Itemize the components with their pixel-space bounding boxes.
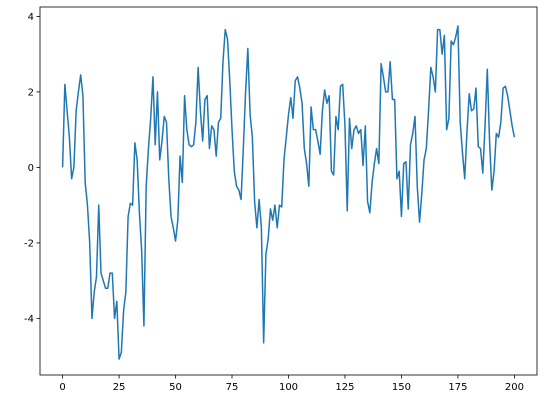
y-tick-label: -4 — [24, 314, 34, 325]
x-tick-label: 150 — [392, 382, 411, 393]
x-tick-label: 0 — [59, 382, 65, 393]
axes-frame — [39, 6, 538, 376]
y-tick-label: -2 — [24, 238, 34, 249]
x-tick-label: 100 — [279, 382, 298, 393]
line-series — [61, 25, 516, 360]
x-tick-label: 200 — [505, 382, 524, 393]
y-tick-label: 4 — [28, 12, 34, 23]
x-tick-label: 125 — [335, 382, 354, 393]
x-tick-label: 175 — [448, 382, 467, 393]
x-tick-label: 75 — [226, 382, 239, 393]
y-tick-label: 0 — [28, 163, 34, 174]
y-tick-label: 2 — [28, 87, 34, 98]
x-tick-label: 50 — [169, 382, 182, 393]
x-tick-label: 25 — [113, 382, 126, 393]
